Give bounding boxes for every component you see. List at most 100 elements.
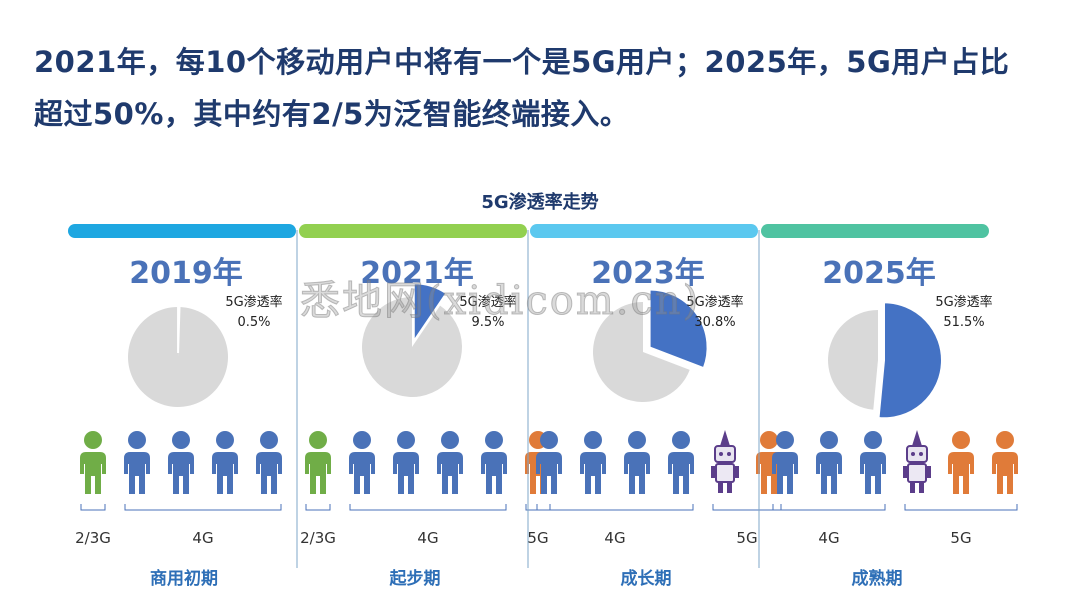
stage-label: 起步期: [389, 568, 441, 589]
group-label: 4G: [417, 529, 438, 547]
panel-year: 2023年: [591, 256, 705, 291]
person-body: [992, 452, 1018, 494]
pie-slice-5g: [412, 282, 448, 345]
robot-antenna: [912, 430, 922, 446]
panel-3: 2023年 5G渗透率 30.8% 4G 5G 成长期: [527, 224, 782, 589]
robot-arm: [927, 466, 931, 478]
robot-eye: [727, 452, 731, 456]
group-label: 4G: [818, 529, 839, 547]
group-bracket: [536, 504, 694, 511]
pie-slice-other: [593, 302, 690, 402]
pie-slice-other: [128, 307, 229, 408]
group-bracket: [305, 504, 331, 511]
group-label: 2/3G: [300, 529, 336, 547]
group-bracket: [772, 504, 886, 511]
person-icon-4g: [393, 431, 419, 494]
panel-4: 2025年 5G渗透率 51.5% 4G 5G 成熟期: [758, 224, 1018, 589]
group-label: 2/3G: [75, 529, 111, 547]
panel-1: 2019年 5G渗透率 0.5% 2/3G 4G 商用初期: [68, 224, 296, 589]
robot-torso: [715, 463, 735, 483]
group-label: 5G: [736, 529, 757, 547]
person-head: [172, 431, 190, 449]
panel-band: [68, 224, 296, 238]
person-head: [672, 431, 690, 449]
person-body: [212, 452, 238, 494]
person-head: [397, 431, 415, 449]
person-icon-2-3g: [305, 431, 331, 494]
person-head: [353, 431, 371, 449]
person-icon-5g: [948, 431, 974, 494]
pie-slice-5g: [877, 301, 943, 420]
group-label: 5G: [950, 529, 971, 547]
pie-slice-5g: [177, 293, 181, 354]
person-icon-4g: [668, 431, 694, 494]
group-label: 5G: [527, 529, 548, 547]
pie-value: 51.5%: [943, 315, 984, 330]
person-body: [860, 452, 886, 494]
person-body: [816, 452, 842, 494]
person-icon-4g: [860, 431, 886, 494]
group-label: 4G: [192, 529, 213, 547]
robot-arm: [903, 466, 907, 478]
robot-torso: [907, 463, 927, 483]
person-body: [624, 452, 650, 494]
person-body: [393, 452, 419, 494]
person-icon-4g: [481, 431, 507, 494]
person-head: [309, 431, 327, 449]
robot-head: [714, 445, 736, 463]
person-head: [84, 431, 102, 449]
stage-label: 成熟期: [852, 568, 903, 589]
robot-eye: [919, 452, 923, 456]
pie-slice-other: [827, 310, 878, 410]
person-head: [540, 431, 558, 449]
person-icon-4g: [349, 431, 375, 494]
person-body: [772, 452, 798, 494]
person-body: [536, 452, 562, 494]
person-head: [760, 431, 778, 449]
person-body: [948, 452, 974, 494]
person-head: [776, 431, 794, 449]
panel-band: [761, 224, 989, 238]
person-body: [80, 452, 106, 494]
group-bracket: [525, 504, 551, 511]
person-body: [124, 452, 150, 494]
person-icon-4g: [536, 431, 562, 494]
person-head: [628, 431, 646, 449]
person-head: [584, 431, 602, 449]
panel-year: 2019年: [129, 256, 243, 291]
pie-slice-5g: [648, 288, 709, 370]
person-icon-4g: [256, 431, 282, 494]
person-icon-2-3g: [80, 431, 106, 494]
person-icon-4g: [168, 431, 194, 494]
group-bracket: [349, 504, 507, 511]
person-icon-4g: [772, 431, 798, 494]
robot-eye: [719, 452, 723, 456]
robot-leg: [727, 483, 732, 493]
person-icon-4g: [816, 431, 842, 494]
person-head: [216, 431, 234, 449]
pie-value: 9.5%: [471, 315, 504, 330]
stage-label: 成长期: [621, 568, 672, 589]
person-head: [441, 431, 459, 449]
person-head: [864, 431, 882, 449]
headline-line-1: 2021年，每10个移动用户中将有一个是5G用户；2025年，5G用户占比: [34, 45, 1010, 79]
person-head: [820, 431, 838, 449]
pie-label: 5G渗透率: [686, 294, 743, 310]
pie-label: 5G渗透率: [225, 294, 282, 310]
person-icon-4g: [437, 431, 463, 494]
person-body: [668, 452, 694, 494]
person-body: [580, 452, 606, 494]
group-bracket: [124, 504, 282, 511]
person-body: [437, 452, 463, 494]
robot-leg: [919, 483, 924, 493]
pie-label: 5G渗透率: [935, 294, 992, 310]
headline: 2021年，每10个移动用户中将有一个是5G用户；2025年，5G用户占比 超过…: [34, 36, 1054, 140]
robot-icon: [903, 430, 931, 493]
person-body: [256, 452, 282, 494]
robot-leg: [910, 483, 915, 493]
pie-value: 0.5%: [237, 315, 270, 330]
group-bracket: [712, 504, 782, 511]
group-bracket: [904, 504, 1018, 511]
